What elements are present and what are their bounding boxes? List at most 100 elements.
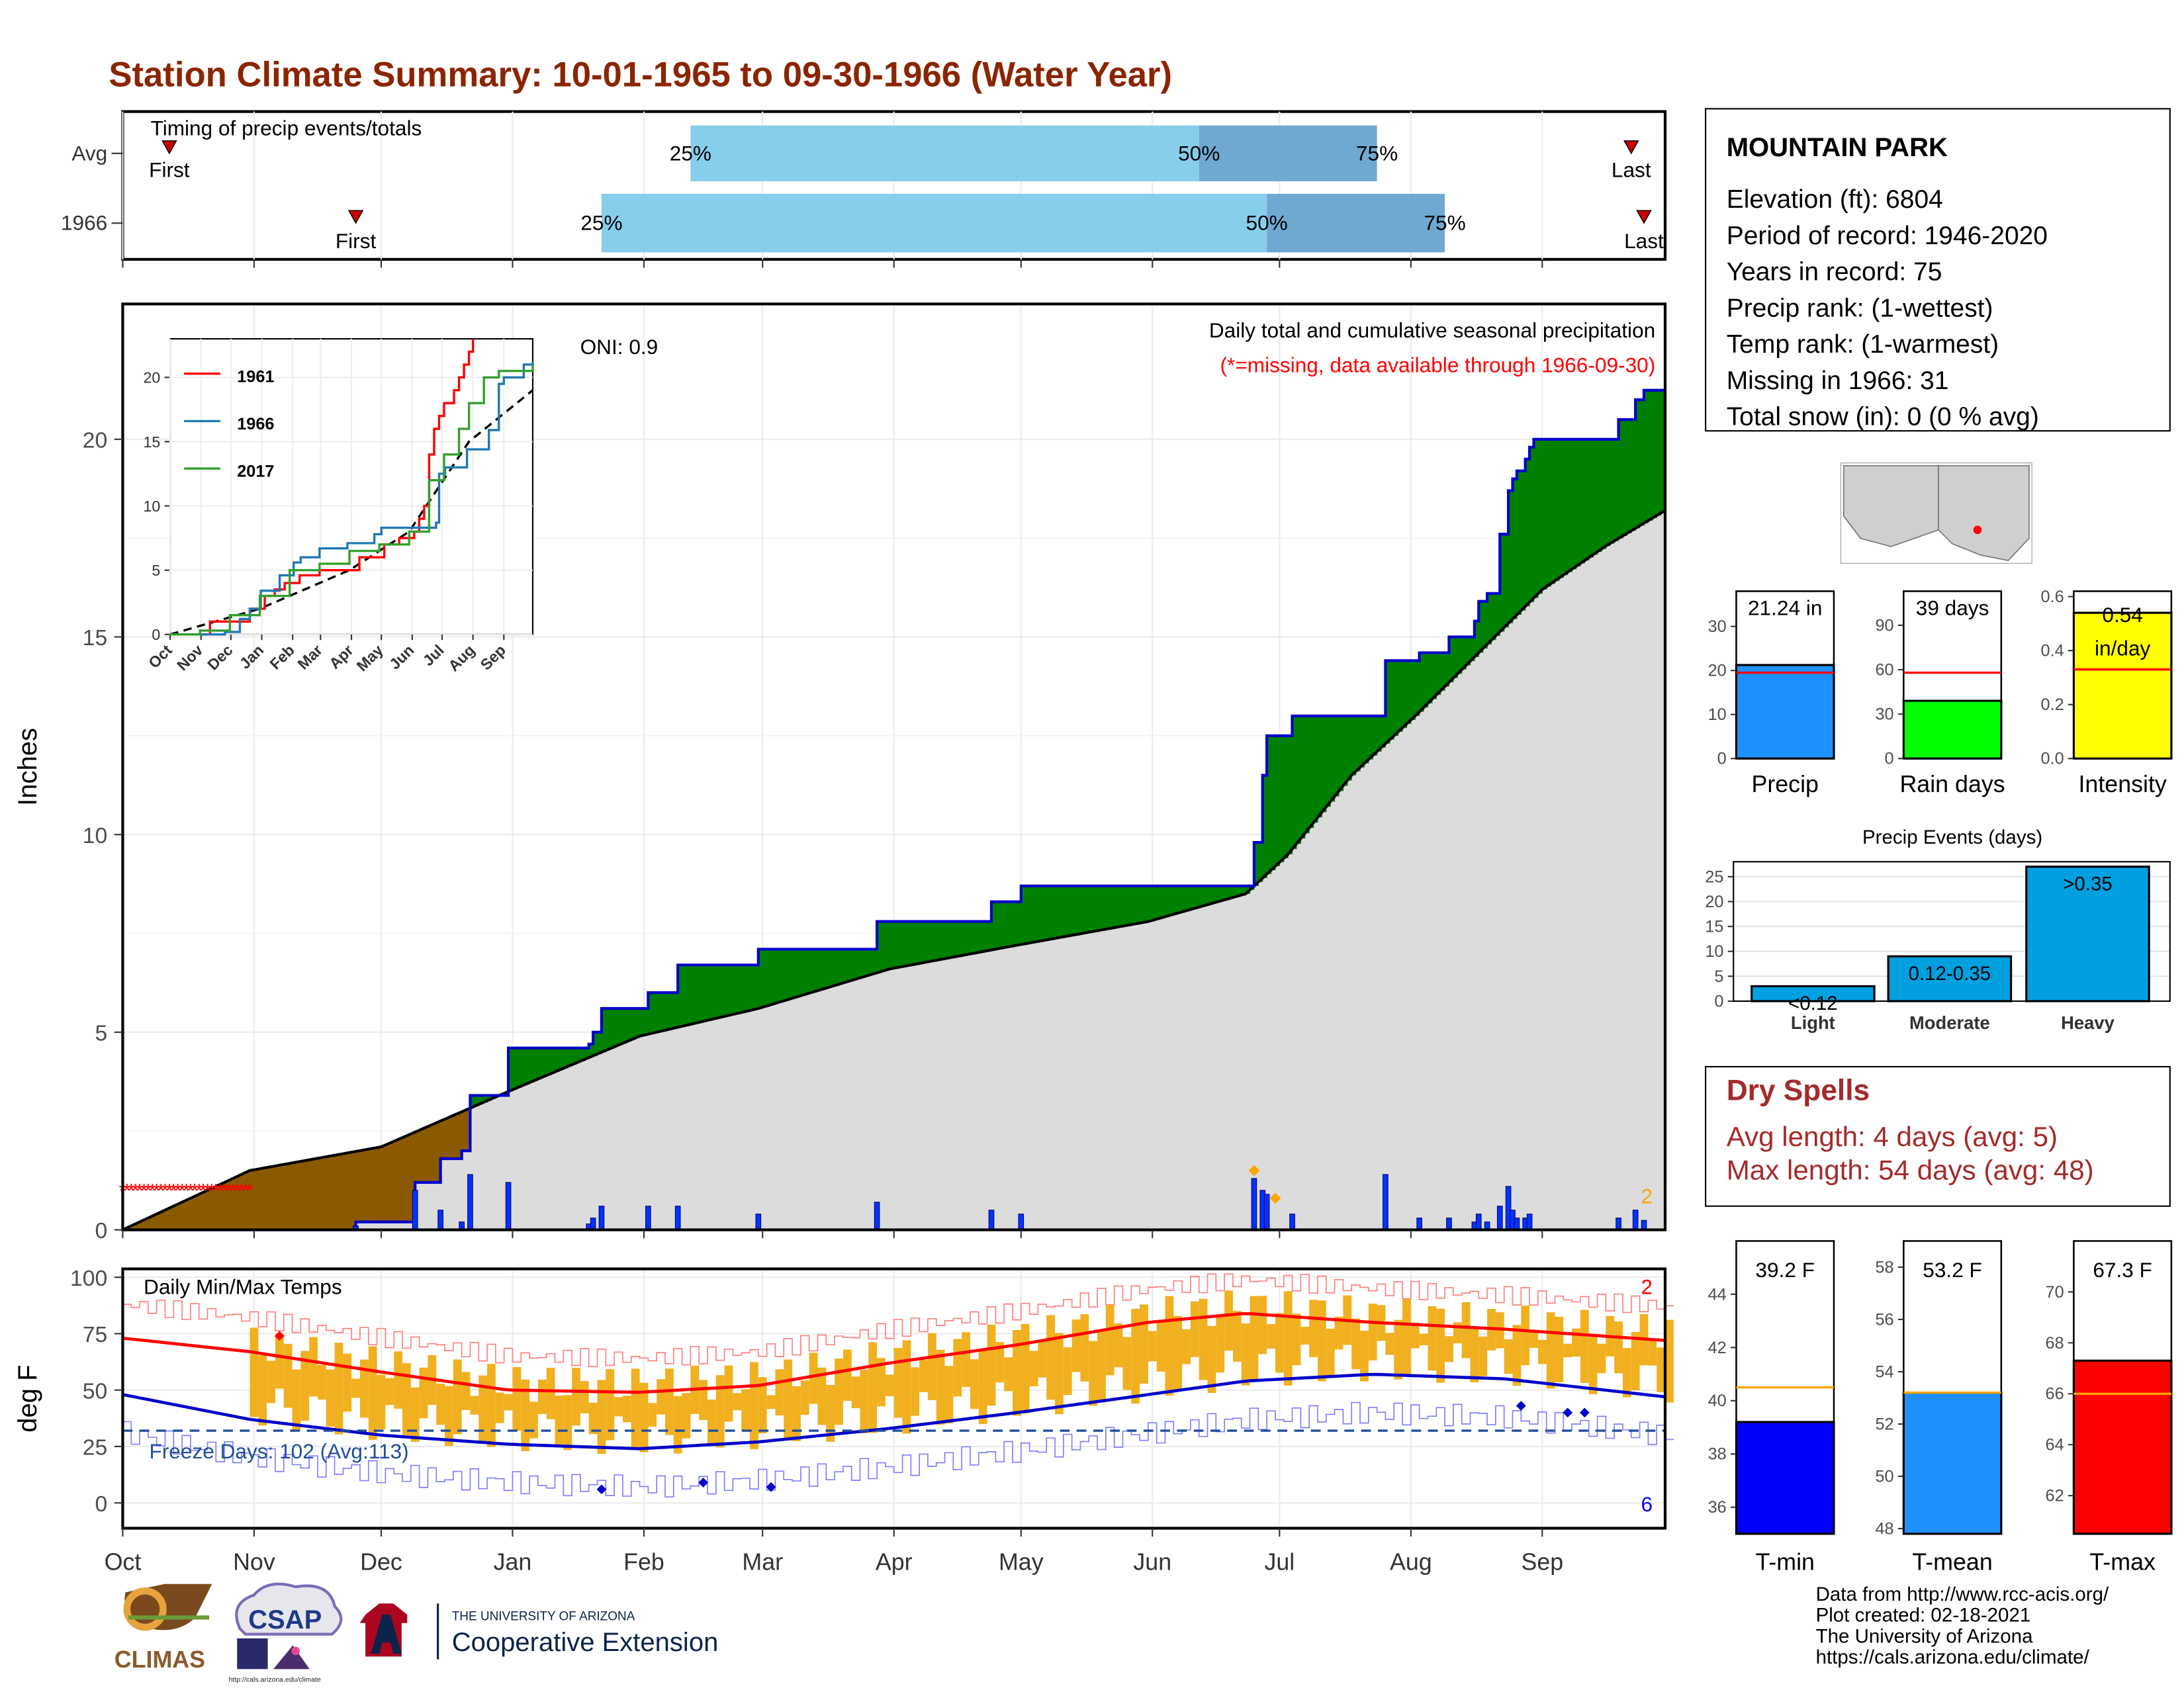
events-ytick-label: 20 (1705, 893, 1723, 911)
daily-temp-range-bar (462, 1372, 471, 1410)
daily-temp-range-bar (1521, 1306, 1529, 1365)
temp-summary-ytick-label: 58 (1875, 1258, 1893, 1276)
daily-precip-bar (1019, 1214, 1024, 1230)
month-label: Nov (233, 1549, 275, 1576)
precip-events-title: Precip Events (days) (1862, 826, 2042, 848)
daily-temp-range-bar (1115, 1323, 1123, 1367)
summary-tmean-label: T-mean (1912, 1549, 1992, 1576)
above-average-fill (852, 949, 856, 980)
daily-temp-range-bar (665, 1368, 674, 1435)
above-average-fill (1275, 736, 1280, 866)
above-average-fill (1606, 439, 1610, 546)
temp-summary-value-label: 53.2 F (1923, 1258, 1982, 1282)
timing-panel: Timing of precip events/totals Avg 1966 … (61, 112, 1665, 268)
above-average-fill (525, 1048, 530, 1085)
above-average-fill (559, 1048, 564, 1070)
inset-ytick-label: 15 (144, 433, 161, 451)
footer-data-source: Data from http://www.rcc-acis.org/ (1816, 1583, 2109, 1605)
below-average-fill (191, 1198, 195, 1230)
daily-temp-range-bar (1538, 1340, 1547, 1364)
below-average-fill (275, 1166, 280, 1230)
above-average-fill (1186, 886, 1191, 911)
below-average-fill (398, 1139, 403, 1222)
temp-summary-ytick-label: 68 (2046, 1334, 2064, 1353)
above-average-fill (1432, 652, 1437, 699)
avg-q2-bar (1199, 126, 1377, 181)
above-average-fill (1589, 439, 1594, 558)
month-label: Aug (1390, 1549, 1432, 1576)
daily-temp-range-bar (504, 1394, 513, 1411)
below-average-fill (453, 1116, 458, 1159)
footer-url: https://cals.arizona.edu/climate/ (1816, 1646, 2090, 1668)
above-average-fill (1199, 886, 1204, 907)
above-average-fill (1097, 886, 1102, 931)
summary-value-label: 39 days (1916, 596, 1989, 619)
above-average-fill (809, 949, 814, 993)
missing-min-count: 6 (1641, 1492, 1653, 1516)
daily-temp-range-bar (1199, 1299, 1208, 1380)
daily-precip-bar (1417, 1218, 1422, 1230)
above-average-fill (1258, 842, 1263, 882)
daily-temp-range-bar (979, 1351, 987, 1424)
above-average-fill (644, 1008, 649, 1035)
daily-temp-range-bar (1402, 1299, 1411, 1374)
missing-max-count: 2 (1641, 1274, 1653, 1298)
daily-temp-range-bar (275, 1334, 284, 1389)
month-label: Mar (742, 1549, 783, 1576)
above-average-fill (1568, 439, 1572, 572)
above-average-fill (686, 965, 691, 1025)
daily-temp-range-bar (945, 1366, 954, 1423)
above-average-fill (1182, 886, 1187, 912)
daily-temp-range-bar (580, 1381, 589, 1413)
year-p50-label: 50% (1246, 211, 1288, 235)
daily-temp-range-bar (1598, 1344, 1606, 1374)
above-average-fill (1415, 660, 1420, 716)
above-average-fill (894, 922, 899, 968)
dry-spells-avg: Avg length: 4 days (avg: 5) (1727, 1121, 2058, 1152)
above-average-fill (1330, 716, 1335, 801)
daily-temp-range-bar (784, 1360, 792, 1441)
above-average-fill (822, 949, 827, 989)
below-average-fill (351, 1152, 356, 1229)
daily-temp-range-bar (1089, 1341, 1097, 1405)
precip-ytick-label: 15 (83, 625, 108, 650)
daily-temp-range-bar (631, 1368, 640, 1449)
above-average-fill (889, 922, 894, 969)
daily-precip-bar (756, 1214, 761, 1230)
inset-ytick-label: 20 (144, 369, 161, 386)
above-average-fill (780, 949, 784, 1002)
above-average-fill (1309, 716, 1314, 828)
above-average-fill (1068, 886, 1072, 936)
below-average-fill (314, 1159, 318, 1230)
below-average-fill (258, 1169, 263, 1230)
below-average-fill (271, 1167, 276, 1229)
daily-temp-range-bar (1479, 1337, 1487, 1376)
daily-temp-range-bar (1318, 1300, 1326, 1381)
above-average-fill (1161, 886, 1165, 918)
above-average-fill (940, 922, 945, 959)
above-average-fill (1424, 652, 1428, 707)
above-average-fill (864, 949, 869, 976)
above-average-fill (737, 965, 742, 1013)
above-average-fill (1513, 479, 1518, 619)
below-average-fill (267, 1167, 271, 1229)
below-average-fill (263, 1168, 267, 1229)
below-average-fill (390, 1143, 394, 1222)
below-average-fill (173, 1206, 178, 1230)
above-average-fill (1572, 439, 1576, 569)
daily-temp-range-bar (394, 1351, 402, 1409)
above-average-fill (1563, 439, 1568, 575)
above-average-fill (1059, 886, 1064, 938)
above-average-fill (1593, 439, 1598, 555)
summary-tmin-label: T-min (1755, 1549, 1815, 1576)
above-average-fill (1373, 716, 1377, 756)
temp-ytick-label: 25 (83, 1435, 108, 1460)
dry-spells-max: Max length: 54 days (avg: 48) (1727, 1155, 2094, 1186)
above-average-fill (1559, 439, 1564, 578)
above-average-fill (1631, 420, 1636, 531)
above-average-fill (711, 965, 716, 1019)
above-average-fill (826, 949, 831, 988)
temp-summary-ytick-label: 70 (2046, 1283, 2064, 1302)
temp-summary-ytick-label: 64 (2046, 1436, 2064, 1454)
above-average-fill (1496, 594, 1500, 636)
